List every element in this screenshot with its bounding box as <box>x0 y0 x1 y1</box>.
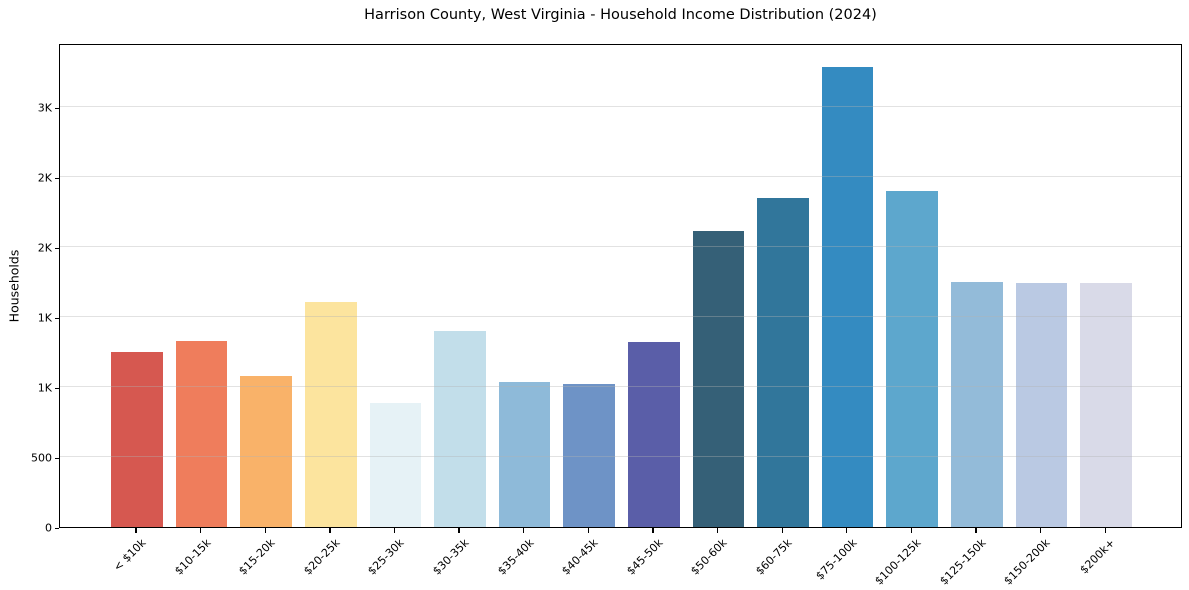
x-tick-mark <box>781 528 783 533</box>
x-tick-mark <box>1104 528 1106 533</box>
x-tick-label: $45-50k <box>624 536 666 578</box>
x-tick-label: $40-45k <box>559 536 601 578</box>
gridline <box>60 386 1181 388</box>
x-tick-label: $25-30k <box>365 536 407 578</box>
x-tick-label: $30-35k <box>430 536 472 578</box>
x-tick-label: $35-40k <box>494 536 537 578</box>
x-tick-mark <box>264 528 266 533</box>
x-tick-label: $50-60k <box>688 536 730 578</box>
bar <box>627 342 680 527</box>
y-tick-mark <box>54 177 59 180</box>
bar <box>304 301 357 527</box>
y-tick-label: 3K <box>37 101 52 115</box>
x-tick-mark <box>1039 528 1042 533</box>
bar <box>692 231 745 527</box>
bar <box>886 191 939 527</box>
y-tick-mark <box>54 107 59 110</box>
gridline <box>60 106 1181 108</box>
y-tick-label: 1K <box>37 311 52 325</box>
x-tick-mark <box>393 528 396 533</box>
x-tick-mark <box>652 528 654 533</box>
bar <box>951 281 1003 527</box>
y-tick-label: 1K <box>37 381 52 395</box>
x-tick-mark <box>200 528 202 533</box>
x-tick-label: $150-200k <box>1001 536 1053 588</box>
gridline <box>60 316 1181 318</box>
x-tick-mark <box>716 528 719 533</box>
x-tick-label: $15-20k <box>236 536 278 578</box>
x-tick-label: $100-125k <box>872 536 924 588</box>
bar <box>757 198 809 527</box>
x-tick-mark <box>458 528 460 533</box>
x-tick-mark <box>846 528 848 533</box>
bar <box>1015 282 1068 527</box>
x-tick-label: $75-100k <box>812 536 860 583</box>
x-tick-label: $10-15k <box>171 536 213 578</box>
y-tick-mark <box>54 527 59 529</box>
gridline <box>60 456 1181 458</box>
bar <box>1080 282 1132 527</box>
gridline <box>60 176 1181 178</box>
x-tick-mark <box>523 528 525 533</box>
x-tick-label: $60-75k <box>753 536 795 578</box>
y-tick-mark <box>54 247 59 250</box>
gridline <box>60 246 1181 248</box>
y-axis-label: Households <box>6 249 22 323</box>
bar <box>563 383 616 527</box>
bar <box>369 403 422 527</box>
x-tick-label: < $10k <box>110 536 149 574</box>
y-tick-label: 500 <box>31 451 52 465</box>
x-tick-mark <box>329 528 331 533</box>
y-tick-mark <box>54 457 59 459</box>
y-tick-label: 2K <box>37 171 52 185</box>
plot-area <box>59 44 1182 528</box>
x-tick-mark <box>135 528 137 533</box>
bar <box>175 340 228 527</box>
x-tick-label: $20-25k <box>300 536 343 578</box>
y-tick-label: 2K <box>37 241 52 255</box>
bar <box>821 67 874 527</box>
x-tick-mark <box>975 528 977 533</box>
bar <box>111 352 163 527</box>
x-tick-mark <box>587 528 589 533</box>
y-tick-mark <box>54 387 59 389</box>
bar <box>434 331 486 527</box>
x-tick-label: $200k+ <box>1077 536 1118 577</box>
bar <box>240 375 292 527</box>
y-tick-mark <box>54 317 59 319</box>
chart-title: Harrison County, West Virginia - Househo… <box>364 7 877 23</box>
x-tick-mark <box>910 528 913 533</box>
bar <box>498 382 551 527</box>
y-tick-label: 0 <box>45 521 52 535</box>
x-tick-label: $125-150k <box>937 536 989 588</box>
